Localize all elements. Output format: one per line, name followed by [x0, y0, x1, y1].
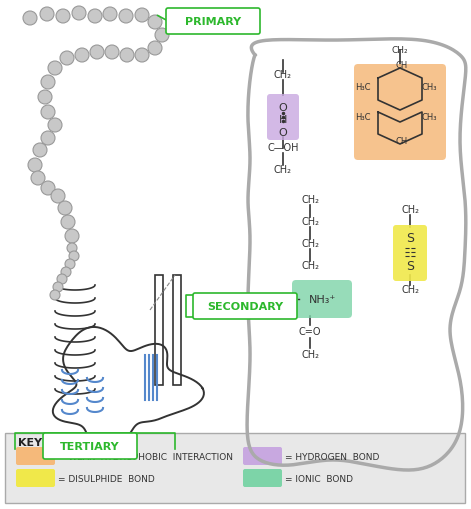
Circle shape — [69, 251, 79, 261]
Circle shape — [40, 7, 54, 21]
Circle shape — [60, 51, 74, 65]
Text: CH₃: CH₃ — [422, 113, 438, 122]
Circle shape — [51, 189, 65, 203]
Circle shape — [41, 75, 55, 89]
Circle shape — [53, 282, 63, 292]
Circle shape — [148, 15, 162, 29]
Circle shape — [38, 90, 52, 104]
Text: TERTIARY: TERTIARY — [60, 442, 120, 452]
Text: CH₂: CH₂ — [274, 165, 292, 175]
Text: H₃C: H₃C — [355, 113, 371, 122]
Text: CH: CH — [396, 61, 408, 70]
Circle shape — [119, 9, 133, 23]
Circle shape — [41, 181, 55, 195]
Text: NH₃⁺: NH₃⁺ — [309, 295, 336, 305]
Circle shape — [41, 131, 55, 145]
Circle shape — [65, 229, 79, 243]
Text: CH₂: CH₂ — [392, 45, 408, 54]
FancyBboxPatch shape — [16, 447, 55, 465]
Circle shape — [103, 7, 117, 21]
FancyBboxPatch shape — [16, 469, 55, 487]
Circle shape — [61, 215, 75, 229]
Text: CH₂: CH₂ — [301, 261, 319, 271]
Text: = HYDROGEN  BOND: = HYDROGEN BOND — [285, 453, 379, 462]
Circle shape — [28, 158, 42, 172]
Circle shape — [58, 201, 72, 215]
FancyBboxPatch shape — [243, 469, 282, 487]
Text: SECONDARY: SECONDARY — [207, 302, 283, 312]
Circle shape — [135, 8, 149, 22]
Text: PRIMARY: PRIMARY — [185, 17, 241, 27]
Text: = IONIC  BOND: = IONIC BOND — [285, 474, 353, 484]
Text: KEY: KEY — [18, 438, 42, 448]
Text: CH₂: CH₂ — [274, 70, 292, 80]
Circle shape — [65, 259, 75, 269]
Circle shape — [72, 6, 86, 20]
Text: O: O — [279, 128, 287, 138]
Circle shape — [135, 48, 149, 62]
Circle shape — [50, 290, 60, 300]
Text: S: S — [406, 232, 414, 244]
Text: CH₃: CH₃ — [422, 83, 438, 92]
FancyBboxPatch shape — [43, 433, 137, 459]
Text: = DISULPHIDE  BOND: = DISULPHIDE BOND — [58, 474, 155, 484]
Text: CH₂: CH₂ — [301, 239, 319, 249]
Circle shape — [88, 9, 102, 23]
Circle shape — [61, 267, 71, 277]
Circle shape — [148, 41, 162, 55]
Circle shape — [48, 118, 62, 132]
FancyBboxPatch shape — [292, 280, 352, 318]
Text: O: O — [279, 103, 287, 113]
Circle shape — [155, 28, 169, 42]
Circle shape — [48, 61, 62, 75]
Text: C=O: C=O — [299, 327, 321, 337]
Text: CH₂: CH₂ — [401, 205, 419, 215]
Circle shape — [23, 11, 37, 25]
Text: = WEAK  HYDROPHOBIC  INTERACTION: = WEAK HYDROPHOBIC INTERACTION — [58, 453, 233, 462]
Text: H: H — [279, 115, 287, 125]
FancyBboxPatch shape — [243, 447, 282, 465]
Circle shape — [120, 48, 134, 62]
Circle shape — [90, 45, 104, 59]
Text: CH₂: CH₂ — [301, 350, 319, 360]
Text: CH₂: CH₂ — [301, 217, 319, 227]
Circle shape — [33, 143, 47, 157]
FancyBboxPatch shape — [354, 64, 446, 160]
Circle shape — [75, 48, 89, 62]
Text: CH₂: CH₂ — [301, 195, 319, 205]
Text: CH: CH — [396, 137, 408, 146]
FancyBboxPatch shape — [193, 293, 297, 319]
Circle shape — [105, 45, 119, 59]
FancyBboxPatch shape — [267, 94, 299, 140]
Circle shape — [56, 9, 70, 23]
Text: H₃C: H₃C — [355, 83, 371, 92]
Circle shape — [67, 243, 77, 253]
Text: S: S — [406, 260, 414, 272]
Circle shape — [31, 171, 45, 185]
FancyBboxPatch shape — [393, 225, 427, 281]
Text: C—OH: C—OH — [267, 143, 299, 153]
FancyBboxPatch shape — [166, 8, 260, 34]
FancyBboxPatch shape — [5, 433, 465, 503]
Circle shape — [41, 105, 55, 119]
Text: CH₂: CH₂ — [401, 285, 419, 295]
Circle shape — [57, 274, 67, 284]
